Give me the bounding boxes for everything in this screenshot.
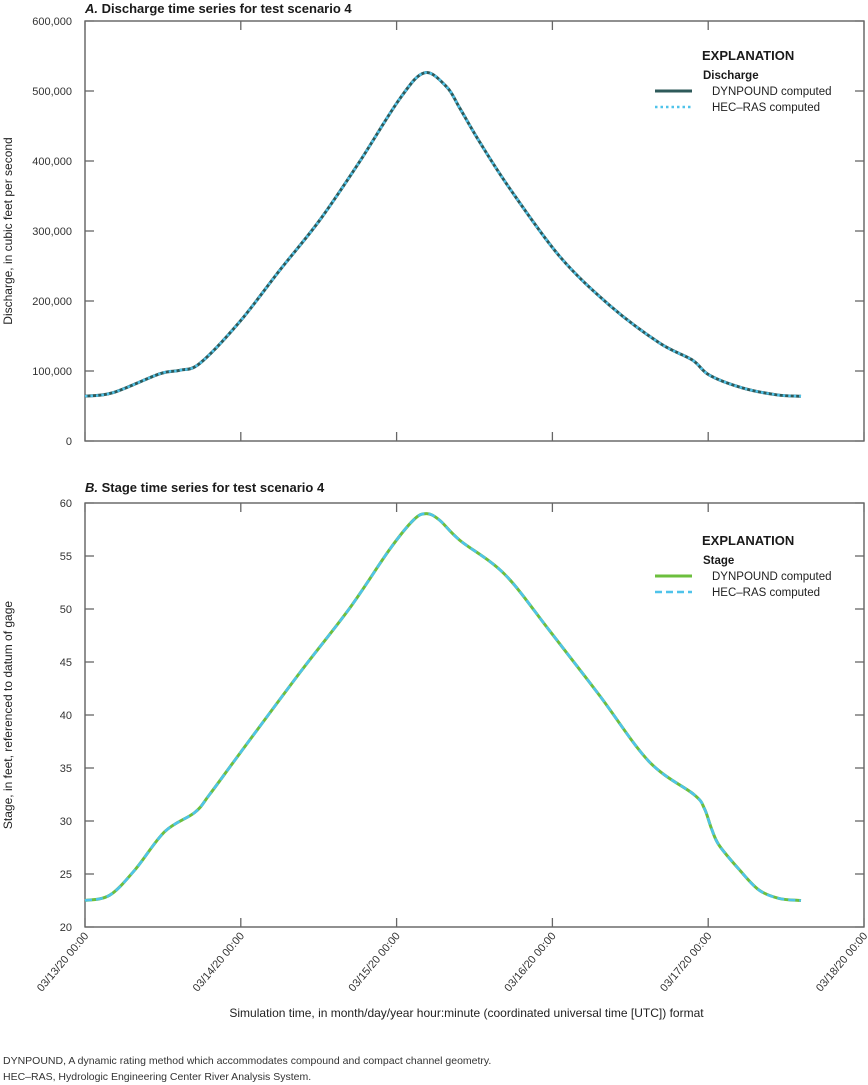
y-tick-label: 30 (60, 816, 72, 828)
legend: EXPLANATION Discharge DYNPOUND computed HEC… (655, 48, 832, 114)
y-axis-label: Stage, in feet, referenced to datum of g… (1, 601, 15, 829)
series-line-hec-ras (84, 71, 802, 398)
legend-label: HEC–RAS computed (712, 102, 820, 114)
y-tick-label: 100,000 (32, 366, 72, 378)
series-line-dynpound (84, 71, 802, 398)
legend-subtitle: Stage (703, 555, 734, 567)
y-tick-label: 300,000 (32, 226, 72, 238)
panel-letter: B. (85, 480, 102, 495)
y-tick-label: 40 (60, 710, 72, 722)
y-tick-label: 500,000 (32, 86, 72, 98)
panel-title: Stage time series for test scenario 4 (102, 480, 325, 495)
footnote-dynpound: DYNPOUND, A dynamic rating method which … (3, 1055, 492, 1067)
y-tick-label: 0 (66, 436, 72, 448)
x-tick-label: 03/13/20 00:00 (35, 930, 91, 994)
panel-discharge: A. Discharge time series for test scenar… (1, 1, 865, 448)
x-tick-label: 03/16/20 00:00 (502, 930, 558, 994)
y-tick-label: 50 (60, 604, 72, 616)
legend-subtitle: Discharge (703, 70, 759, 82)
y-tick-label: 25 (60, 869, 72, 881)
footnote-hecras: HEC–RAS, Hydrologic Engineering Center R… (3, 1071, 312, 1083)
y-tick-label: 400,000 (32, 156, 72, 168)
y-tick-label: 20 (60, 922, 72, 934)
plot-frame (84, 502, 865, 928)
x-tick-label: 03/18/20 00:00 (814, 930, 868, 994)
chart-title: B. Stage time series for test scenario 4 (85, 480, 325, 495)
series-line-dynpound (84, 512, 802, 902)
y-tick-label: 45 (60, 657, 72, 669)
x-tick-label: 03/17/20 00:00 (658, 930, 714, 994)
panel-letter: A. (84, 1, 102, 16)
legend-title: EXPLANATION (702, 533, 794, 548)
y-axis-label: Discharge, in cubic feet per second (1, 137, 15, 324)
chart-title: A. Discharge time series for test scenar… (84, 1, 352, 16)
plot-frame (84, 20, 865, 442)
legend-label: DYNPOUND computed (712, 86, 832, 98)
y-tick-label: 600,000 (32, 16, 72, 28)
x-tick-label: 03/15/20 00:00 (347, 930, 403, 994)
y-tick-label: 60 (60, 498, 72, 510)
y-tick-label: 35 (60, 763, 72, 775)
legend-title: EXPLANATION (702, 48, 794, 63)
x-axis-label: Simulation time, in month/day/year hour:… (229, 1006, 704, 1020)
x-tick-label: 03/14/20 00:00 (191, 930, 247, 994)
y-tick-label: 55 (60, 551, 72, 563)
series-line-hec-ras (84, 512, 802, 902)
panel-stage: B. Stage time series for test scenario 4… (1, 480, 865, 934)
y-tick-label: 200,000 (32, 296, 72, 308)
legend: EXPLANATION Stage DYNPOUND computed HEC–RAS… (655, 533, 832, 599)
legend-label: HEC–RAS computed (712, 587, 820, 599)
legend-label: DYNPOUND computed (712, 571, 832, 583)
panel-title: Discharge time series for test scenario … (102, 1, 353, 16)
